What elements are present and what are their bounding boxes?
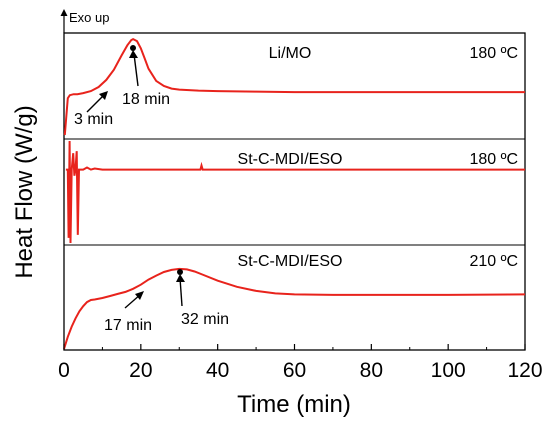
annotation-arrowhead-32-min (176, 274, 185, 282)
series-line-li-mo-180 (63, 37, 525, 136)
peak-marker-32-min (177, 269, 183, 275)
panel-2-temperature: 180 ºC (469, 151, 518, 168)
x-tick-label: 100 (431, 359, 466, 382)
plot-frame (63, 32, 526, 351)
annotation-arrowhead-17-min (135, 291, 144, 300)
annotation-arrowhead-18-min (129, 50, 138, 58)
annotation-label-32-min: 32 min (181, 311, 229, 328)
exo-label: Exo up (69, 10, 109, 25)
x-tick-label: 80 (360, 359, 383, 382)
exo-arrowhead (60, 9, 68, 16)
x-tick-label: 40 (206, 359, 229, 382)
series-line-st-c-mdi-eso-210 (63, 267, 526, 350)
annotation-label-17-min: 17 min (104, 317, 152, 334)
x-tick-label: 120 (507, 359, 542, 382)
x-tick-label: 60 (283, 359, 306, 382)
x-axis-ticks: 0 20 40 60 80 100 120 (58, 344, 543, 382)
panel-3-sample: St-C-MDI/ESO (238, 253, 343, 270)
x-axis-title: Time (min) (237, 391, 351, 418)
peak-marker-18-min (130, 45, 136, 51)
panel-1-sample: Li/MO (269, 45, 312, 62)
panel-1-temperature: 180 ºC (469, 45, 518, 62)
annotation-label-18-min: 18 min (122, 91, 170, 108)
annotation-arrowhead-3-min (99, 91, 108, 100)
annotation-label-3-min: 3 min (74, 111, 113, 128)
x-tick-label: 0 (58, 359, 70, 382)
x-tick-label: 20 (129, 359, 152, 382)
series-line-st-c-mdi-eso-180 (65, 140, 525, 244)
panel-3-temperature: 210 ºC (469, 253, 518, 270)
y-axis-title: Heat Flow (W/g) (11, 105, 38, 278)
annotation-arrow-32-min (179, 277, 183, 307)
panel-2-sample: St-C-MDI/ESO (238, 151, 343, 168)
annotation-arrow-18-min (133, 53, 139, 87)
